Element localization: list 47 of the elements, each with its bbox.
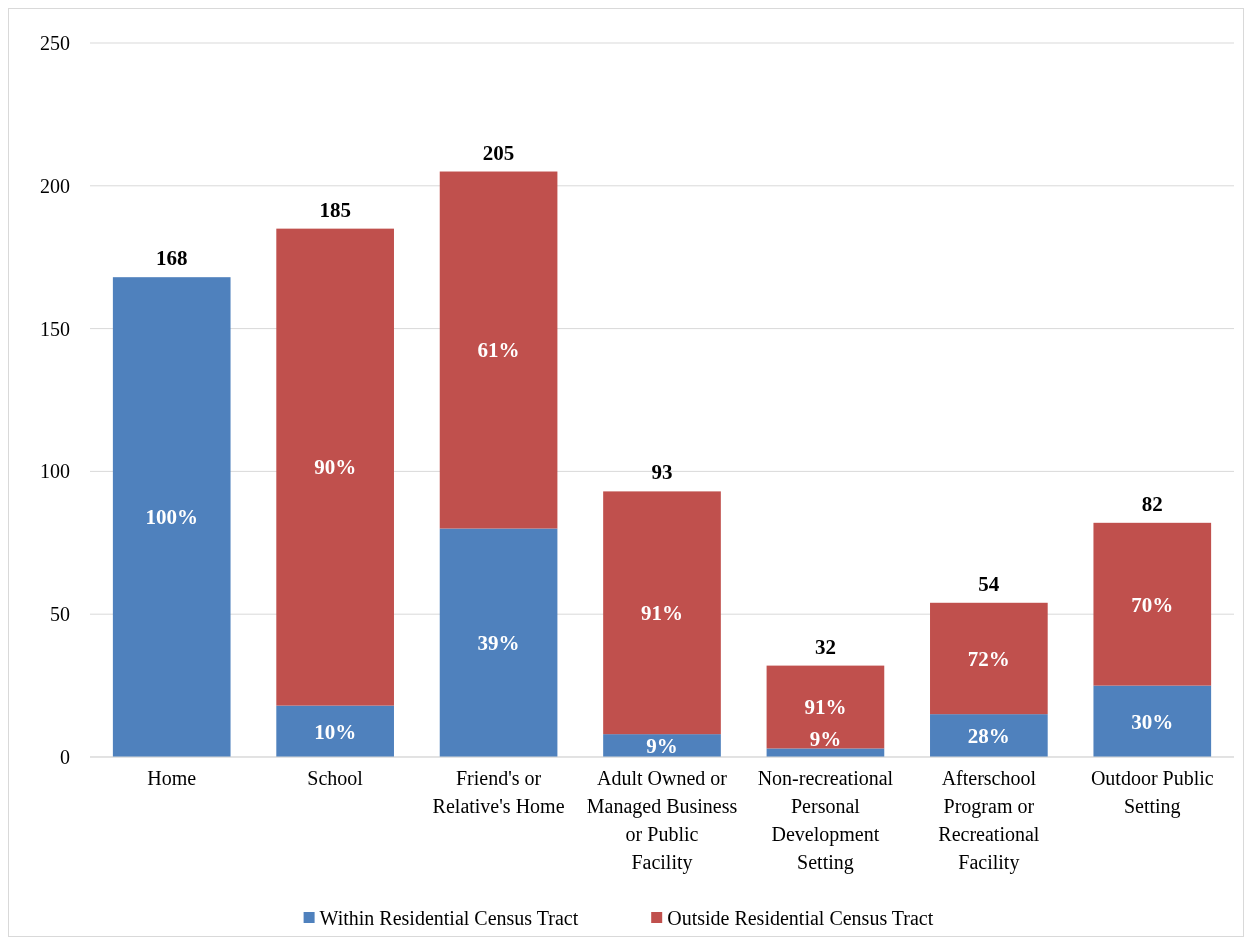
bar [766, 665, 885, 749]
bar [276, 228, 394, 706]
bar [439, 528, 558, 757]
y-tick-label: 250 [40, 32, 70, 54]
total-label: 185 [319, 197, 351, 222]
y-tick-label: 200 [40, 174, 70, 197]
annotation: 70% [1131, 592, 1174, 617]
bar [112, 277, 231, 757]
bar [603, 491, 721, 735]
bar [766, 748, 885, 757]
annotation: 72% [967, 646, 1010, 671]
x-tick-label: Friend's or Relative's Home [432, 767, 565, 817]
total-label: 82 [1141, 491, 1163, 516]
annotation: 10% [314, 719, 357, 744]
bar [439, 171, 558, 529]
annotation: 90% [314, 455, 357, 480]
y-tick-label: 100 [40, 460, 70, 483]
total-label: 168 [155, 246, 188, 271]
total-label: 32 [814, 634, 836, 659]
total-label: 205 [482, 140, 515, 165]
bar [1093, 685, 1212, 757]
annotation: 91% [804, 695, 847, 720]
total-label: 54 [978, 571, 1000, 596]
y-tick-label: 50 [50, 603, 70, 626]
bar [276, 705, 394, 757]
annotation: 9% [646, 733, 678, 758]
x-tick-label: Home [147, 767, 197, 789]
bar [1093, 522, 1212, 686]
bar [930, 602, 1048, 715]
legend-label: Outside Residential Census Tract [667, 907, 934, 929]
x-tick-label: Outdoor Public Setting [1090, 767, 1214, 818]
y-tick-label: 150 [40, 317, 70, 340]
annotation: 28% [967, 723, 1010, 748]
x-tick-label: Afterschool Program or Recreational Facility [938, 767, 1040, 874]
total-label: 93 [651, 460, 673, 485]
y-tick-label: 0 [60, 746, 70, 768]
x-tick-label: School [307, 767, 364, 789]
annotation: 61% [477, 338, 520, 363]
legend-label: Within Residential Census Tract [319, 907, 579, 929]
x-tick-label: Non-recreational Personal Development Setting [757, 767, 894, 874]
annotation: 39% [477, 631, 520, 656]
annotation: 100% [145, 505, 198, 530]
annotation: 30% [1131, 709, 1174, 734]
bar [930, 714, 1048, 757]
annotation: 9% [809, 727, 842, 752]
annotation: 91% [641, 601, 683, 626]
x-tick-label: Adult Owned or Managed Business or Public Facility [586, 767, 738, 874]
